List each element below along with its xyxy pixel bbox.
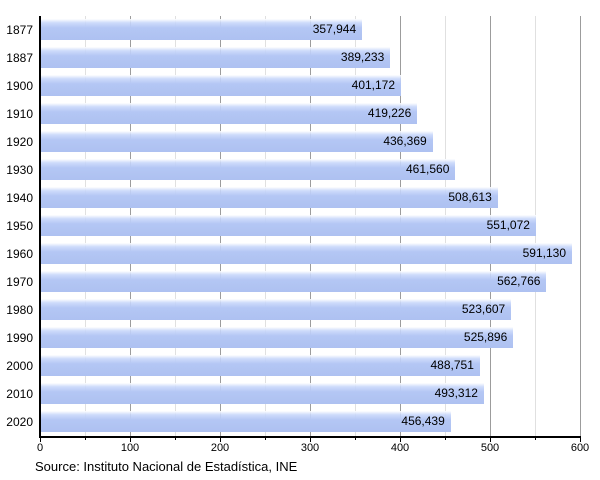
x-axis-minor-tick — [265, 436, 266, 440]
y-axis-category-label: 1970 — [6, 275, 33, 289]
x-axis-major-tick — [490, 436, 491, 442]
plot-area: 1877 357,944 1887 389,233 1900 401,172 1910 419… — [6, 16, 589, 454]
population-bar: 523,607 — [40, 299, 512, 320]
x-axis-minor-tick — [355, 436, 356, 440]
y-axis-category-label: 2010 — [6, 387, 33, 401]
bar-value-label: 357,944 — [312, 22, 357, 36]
chart-row: 1980 523,607 — [6, 296, 580, 324]
population-bar: 493,312 — [40, 383, 484, 404]
bar-value-label: 461,560 — [406, 162, 450, 176]
y-axis-category-label: 1920 — [6, 135, 33, 149]
chart-row: 1940 508,613 — [6, 184, 580, 212]
population-bar: 357,944 — [40, 19, 363, 40]
x-axis-major-tick — [400, 436, 401, 442]
x-axis-tick-label: 600 — [570, 442, 590, 454]
population-bar: 488,751 — [40, 355, 480, 376]
source-caption: Source: Instituto Nacional de Estadístic… — [35, 459, 298, 474]
population-bar: 456,439 — [40, 411, 451, 432]
chart-row: 2020 456,439 — [6, 408, 580, 436]
x-axis-tick-label: 200 — [210, 442, 230, 454]
x-axis-tick-label: 0 — [36, 442, 44, 454]
x-axis-tick-label: 100 — [120, 442, 140, 454]
y-axis-category-label: 1900 — [6, 79, 33, 93]
x-axis-minor-tick — [445, 436, 446, 440]
chart-row: 1950 551,072 — [6, 212, 580, 240]
chart-row: 1920 436,369 — [6, 128, 580, 156]
bars-layer: 1877 357,944 1887 389,233 1900 401,172 1910 419… — [6, 16, 580, 436]
x-axis-minor-tick — [535, 436, 536, 440]
bar-value-label: 551,072 — [486, 218, 530, 232]
gridline-major — [580, 16, 581, 436]
x-axis-major-tick — [580, 436, 581, 442]
chart-row: 1930 461,560 — [6, 156, 580, 184]
y-axis-line — [39, 16, 41, 436]
chart-row: 1887 389,233 — [6, 44, 580, 72]
bar-value-label: 523,607 — [461, 302, 506, 316]
chart-row: 2010 493,312 — [6, 380, 580, 408]
x-axis-tick-label: 300 — [300, 442, 320, 454]
population-bar: 419,226 — [40, 103, 418, 124]
chart-row: 2000 488,751 — [6, 352, 580, 380]
bar-value-label: 525,896 — [463, 330, 508, 344]
x-axis-major-tick — [220, 436, 221, 442]
y-axis-category-label: 1960 — [6, 247, 33, 261]
bar-value-label: 488,751 — [430, 358, 474, 372]
chart-row: 1910 419,226 — [6, 100, 580, 128]
population-bar: 461,560 — [40, 159, 456, 180]
chart-row: 1900 401,172 — [6, 72, 580, 100]
chart-row: 1970 562,766 — [6, 268, 580, 296]
population-bar: 389,233 — [40, 47, 391, 68]
bar-value-label: 456,439 — [401, 414, 445, 428]
y-axis-category-label: 1910 — [6, 107, 33, 121]
x-axis-major-tick — [40, 436, 41, 442]
population-bar: 551,072 — [40, 215, 536, 236]
x-axis-major-tick — [130, 436, 131, 442]
y-axis-category-label: 1950 — [6, 219, 33, 233]
x-axis-minor-tick — [85, 436, 86, 440]
y-axis-category-label: 1930 — [6, 163, 33, 177]
bar-value-label: 419,226 — [367, 106, 412, 120]
y-axis-category-label: 2020 — [6, 415, 33, 429]
chart-row: 1960 591,130 — [6, 240, 580, 268]
y-axis-category-label: 1940 — [6, 191, 33, 205]
bar-value-label: 436,369 — [383, 134, 427, 148]
y-axis-category-label: 1980 — [6, 303, 33, 317]
bar-value-label: 508,613 — [448, 190, 492, 204]
x-axis-major-tick — [310, 436, 311, 442]
population-bar: 436,369 — [40, 131, 433, 152]
population-bar: 525,896 — [40, 327, 514, 348]
y-axis-category-label: 2000 — [6, 359, 33, 373]
population-bar: 591,130 — [40, 243, 573, 264]
chart-row: 1877 357,944 — [6, 16, 580, 44]
x-axis-tick-label: 400 — [390, 442, 410, 454]
y-axis-category-label: 1877 — [6, 23, 33, 37]
chart-row: 1990 525,896 — [6, 324, 580, 352]
population-bar: 401,172 — [40, 75, 402, 96]
bar-value-label: 401,172 — [351, 78, 396, 92]
bar-value-label: 493,312 — [434, 386, 478, 400]
bar-value-label: 562,766 — [497, 274, 541, 288]
bar-value-label: 591,130 — [522, 246, 567, 260]
bar-value-label: 389,233 — [340, 50, 385, 64]
x-axis-minor-tick — [175, 436, 176, 440]
y-axis-category-label: 1990 — [6, 331, 33, 345]
population-bar: 562,766 — [40, 271, 547, 292]
population-bar: 508,613 — [40, 187, 498, 208]
y-axis-category-label: 1887 — [6, 51, 33, 65]
x-axis-tick-label: 500 — [480, 442, 500, 454]
